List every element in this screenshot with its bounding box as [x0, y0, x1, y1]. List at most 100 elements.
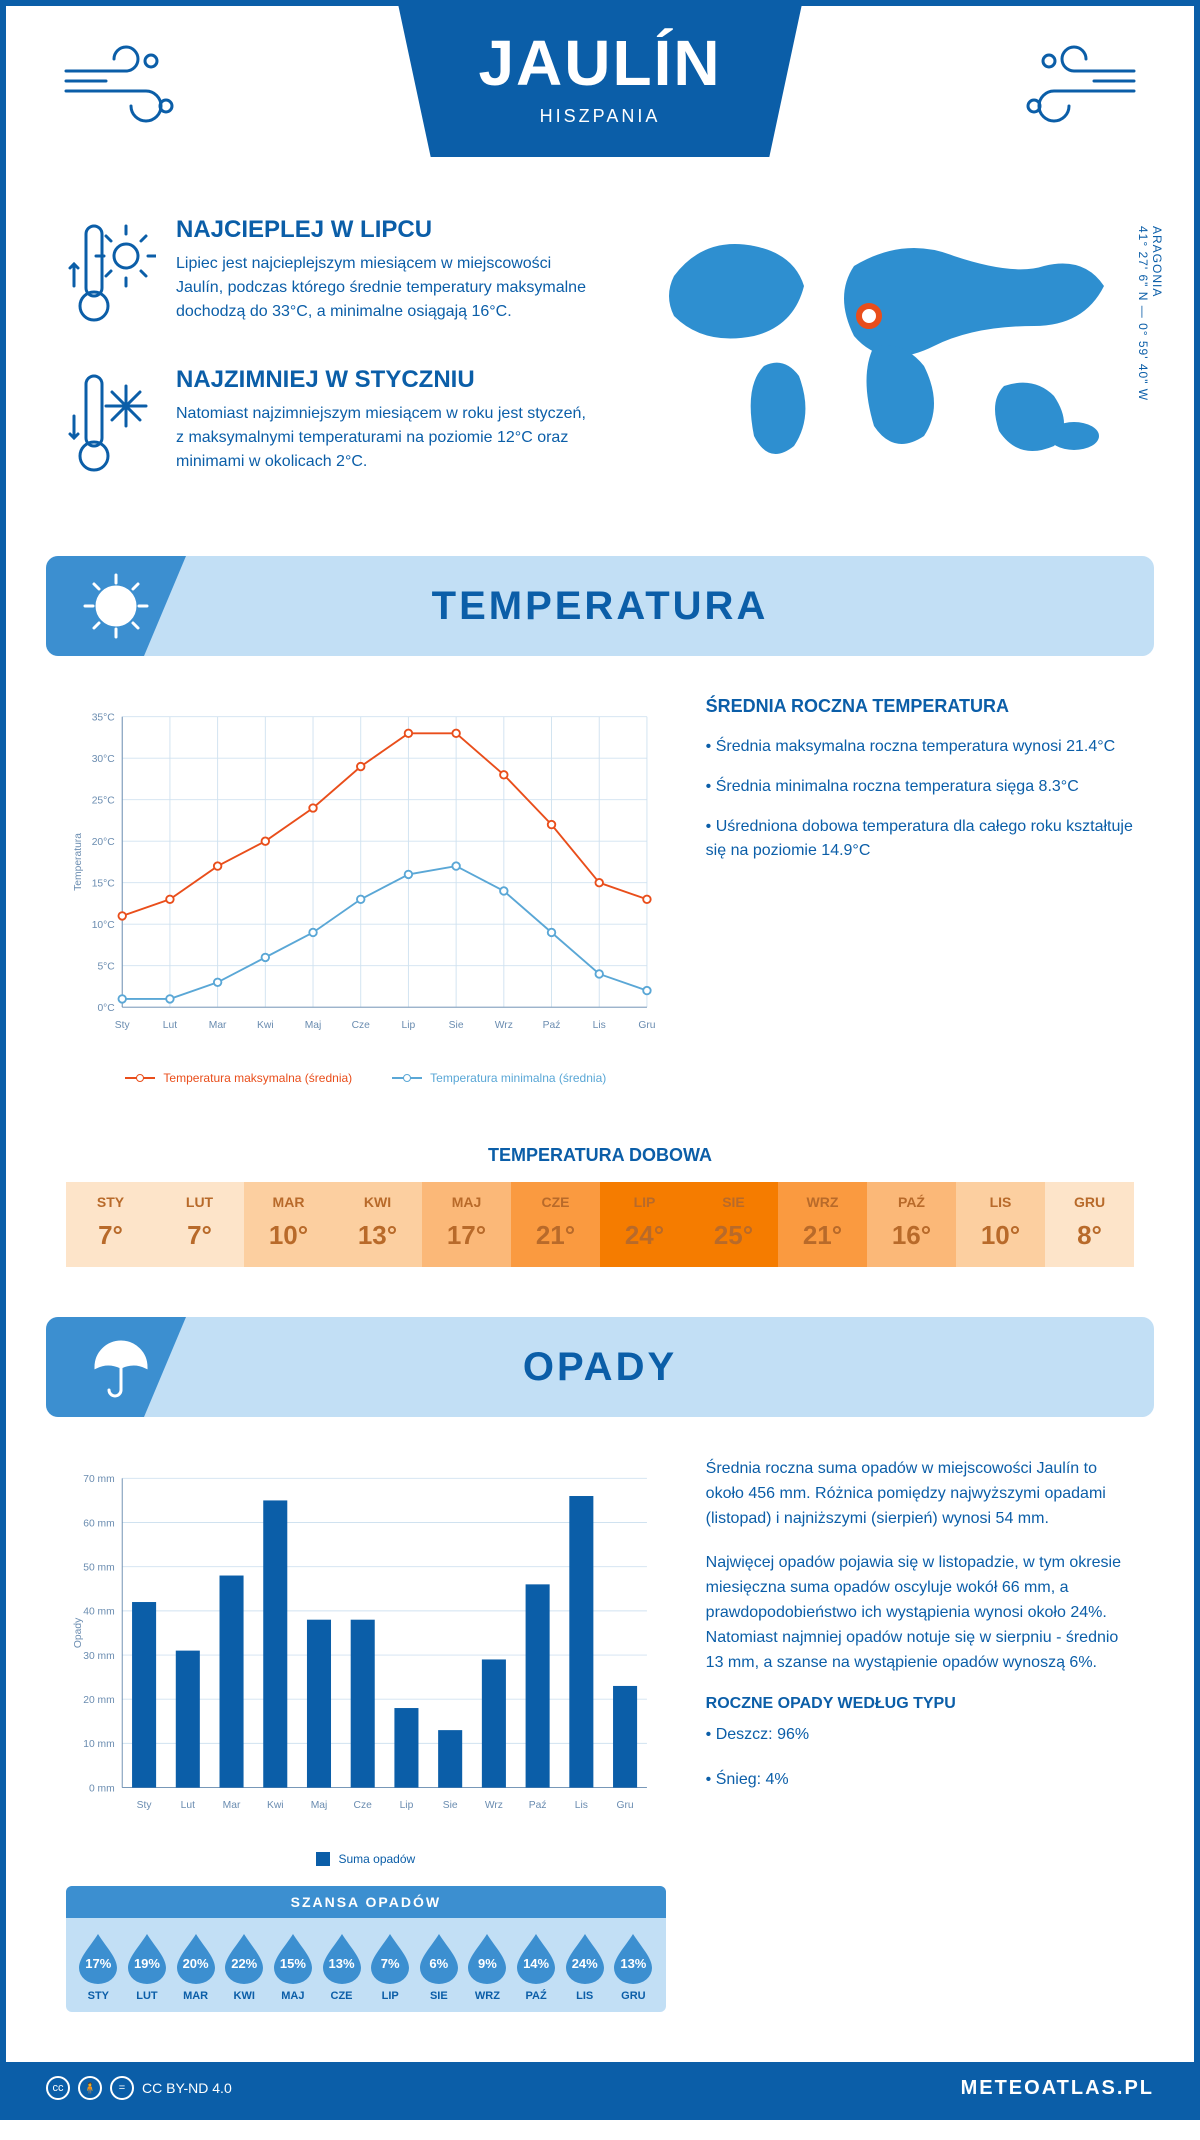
- coldest-text: NAJZIMNIEJ W STYCZNIU Natomiast najzimni…: [176, 366, 594, 486]
- svg-text:Wrz: Wrz: [485, 1800, 503, 1811]
- chance-cell: 22% KWI: [222, 1932, 267, 2002]
- chance-cell: 7% LIP: [368, 1932, 413, 2002]
- coldest-heading: NAJZIMNIEJ W STYCZNIU: [176, 366, 594, 394]
- daily-temp-cell: MAJ 17°: [422, 1182, 511, 1267]
- daily-temp-cell: LIP 24°: [600, 1182, 689, 1267]
- daily-temp-cell: GRU 8°: [1045, 1182, 1134, 1267]
- coldest-body: Natomiast najzimniejszym miesiącem w rok…: [176, 402, 594, 474]
- precipitation-bar-chart: 0 mm10 mm20 mm30 mm40 mm50 mm60 mm70 mmO…: [66, 1457, 666, 1837]
- daily-temp-cell: PAŹ 16°: [867, 1182, 956, 1267]
- map-area: ARAGONIA 41° 27' 6" N — 0° 59' 40" W: [634, 216, 1134, 516]
- chance-month: PAŹ: [514, 1990, 559, 2002]
- summary-left: NAJCIEPLEJ W LIPCU Lipiec jest najcieple…: [66, 216, 594, 516]
- svg-text:Paź: Paź: [543, 1020, 561, 1031]
- daily-temp-cell: LUT 7°: [155, 1182, 244, 1267]
- svg-text:30°C: 30°C: [92, 754, 116, 765]
- raindrop-icon: 9%: [466, 1932, 508, 1984]
- chance-month: LIP: [368, 1990, 413, 2002]
- lon-label: 0° 59' 40" W: [1136, 323, 1150, 401]
- daily-temp-value: 10°: [244, 1220, 333, 1251]
- svg-text:50 mm: 50 mm: [83, 1562, 114, 1573]
- raindrop-icon: 15%: [272, 1932, 314, 1984]
- license-text: CC BY-ND 4.0: [142, 2080, 232, 2096]
- daily-temp-month: LUT: [155, 1194, 244, 1210]
- svg-text:20 mm: 20 mm: [83, 1695, 114, 1706]
- chance-value: 13%: [321, 1932, 363, 1984]
- daily-temp-value: 13°: [333, 1220, 422, 1251]
- chance-month: CZE: [319, 1990, 364, 2002]
- svg-text:Lis: Lis: [593, 1020, 606, 1031]
- precip-type-snow: • Śnieg: 4%: [706, 1768, 1134, 1793]
- chance-cell: 20% MAR: [173, 1932, 218, 2002]
- chance-cell: 24% LIS: [562, 1932, 607, 2002]
- daily-temp-value: 10°: [956, 1220, 1045, 1251]
- temperature-row: 0°C5°C10°C15°C20°C25°C30°C35°CStyLutMarK…: [6, 656, 1194, 1125]
- svg-text:Lip: Lip: [400, 1800, 414, 1811]
- sun-corner-icon: [46, 556, 186, 656]
- svg-text:Lut: Lut: [163, 1020, 177, 1031]
- svg-text:20°C: 20°C: [92, 837, 116, 848]
- svg-text:Maj: Maj: [311, 1800, 328, 1811]
- temp-bullet-0: • Średnia maksymalna roczna temperatura …: [706, 735, 1134, 759]
- header: JAULÍN HISZPANIA: [6, 6, 1194, 196]
- chance-value: 20%: [175, 1932, 217, 1984]
- precip-legend: Suma opadów: [66, 1852, 666, 1866]
- daily-temp-cell: CZE 21°: [511, 1182, 600, 1267]
- daily-temp-cell: SIE 25°: [689, 1182, 778, 1267]
- daily-temp-table: STY 7° LUT 7° MAR 10° KWI 13° MAJ 17° CZ…: [66, 1182, 1134, 1267]
- page: JAULÍN HISZPANIA: [0, 0, 1200, 2120]
- svg-text:Sie: Sie: [449, 1020, 464, 1031]
- chance-value: 17%: [77, 1932, 119, 1984]
- daily-temp-month: LIP: [600, 1194, 689, 1210]
- precip-type-heading: ROCZNE OPADY WEDŁUG TYPU: [706, 1695, 1134, 1713]
- daily-temp-month: MAR: [244, 1194, 333, 1210]
- svg-text:5°C: 5°C: [97, 961, 115, 972]
- temp-bullet-2: • Uśredniona dobowa temperatura dla całe…: [706, 815, 1134, 863]
- daily-temp-value: 7°: [155, 1220, 244, 1251]
- chance-value: 13%: [612, 1932, 654, 1984]
- chance-month: KWI: [222, 1990, 267, 2002]
- chance-cell: 6% SIE: [416, 1932, 461, 2002]
- svg-text:Kwi: Kwi: [267, 1800, 284, 1811]
- daily-temp-value: 25°: [689, 1220, 778, 1251]
- chance-drops: 17% STY 19% LUT 20% MAR 22% KWI: [66, 1918, 666, 2012]
- by-icon: 🧍: [78, 2076, 102, 2100]
- svg-text:Wrz: Wrz: [495, 1020, 513, 1031]
- license-block: cc 🧍 = CC BY-ND 4.0: [46, 2076, 232, 2100]
- legend-max: Temperatura maksymalna (średnia): [125, 1071, 352, 1085]
- daily-temp-month: GRU: [1045, 1194, 1134, 1210]
- chance-cell: 13% CZE: [319, 1932, 364, 2002]
- temperature-line-chart: 0°C5°C10°C15°C20°C25°C30°C35°CStyLutMarK…: [66, 696, 666, 1056]
- location-title: JAULÍN: [478, 26, 721, 100]
- svg-text:Lis: Lis: [575, 1800, 588, 1811]
- daily-temp-month: LIS: [956, 1194, 1045, 1210]
- raindrop-icon: 22%: [223, 1932, 265, 1984]
- temp-legend: Temperatura maksymalna (średnia) Tempera…: [66, 1071, 666, 1085]
- svg-text:60 mm: 60 mm: [83, 1518, 114, 1529]
- temp-chart-wrap: 0°C5°C10°C15°C20°C25°C30°C35°CStyLutMarK…: [66, 696, 666, 1085]
- daily-temp-value: 7°: [66, 1220, 155, 1251]
- region-label: ARAGONIA: [1150, 226, 1164, 297]
- temp-info: ŚREDNIA ROCZNA TEMPERATURA • Średnia mak…: [706, 696, 1134, 1085]
- chance-cell: 14% PAŹ: [514, 1932, 559, 2002]
- svg-text:35°C: 35°C: [92, 712, 116, 723]
- daily-temp-title: TEMPERATURA DOBOWA: [6, 1145, 1194, 1166]
- svg-text:Lut: Lut: [181, 1800, 195, 1811]
- svg-text:Cze: Cze: [354, 1800, 373, 1811]
- precip-info: Średnia roczna suma opadów w miejscowośc…: [706, 1457, 1134, 2052]
- location-marker-icon: [859, 306, 879, 326]
- hottest-text: NAJCIEPLEJ W LIPCU Lipiec jest najcieple…: [176, 216, 594, 336]
- chance-cell: 13% GRU: [611, 1932, 656, 2002]
- daily-temp-month: STY: [66, 1194, 155, 1210]
- title-banner: JAULÍN HISZPANIA: [398, 6, 801, 157]
- daily-temp-value: 17°: [422, 1220, 511, 1251]
- daily-temp-cell: LIS 10°: [956, 1182, 1045, 1267]
- thermometer-hot-icon: [66, 216, 156, 336]
- svg-text:Temperatura: Temperatura: [73, 833, 84, 891]
- svg-text:Sty: Sty: [137, 1800, 153, 1811]
- chance-value: 7%: [369, 1932, 411, 1984]
- temperature-section-title: TEMPERATURA: [46, 584, 1154, 629]
- daily-temp-value: 21°: [511, 1220, 600, 1251]
- daily-temp-month: PAŹ: [867, 1194, 956, 1210]
- coldest-block: NAJZIMNIEJ W STYCZNIU Natomiast najzimni…: [66, 366, 594, 486]
